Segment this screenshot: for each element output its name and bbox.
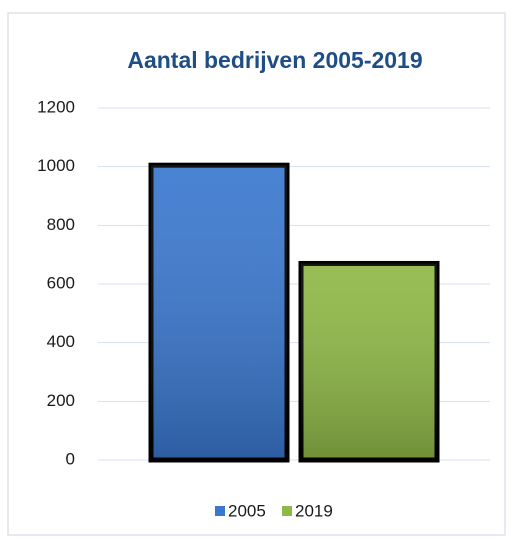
y-tick-label: 1000 xyxy=(37,156,75,175)
legend-swatch xyxy=(282,506,292,516)
bar-shade xyxy=(151,165,287,460)
y-tick-label: 600 xyxy=(47,273,75,292)
y-tick-label: 0 xyxy=(66,449,75,468)
y-tick-label: 400 xyxy=(47,332,75,351)
bar-shade xyxy=(301,263,437,460)
y-tick-label: 800 xyxy=(47,215,75,234)
y-tick-label: 200 xyxy=(47,391,75,410)
y-tick-label: 1200 xyxy=(37,97,75,116)
legend-label: 2005 xyxy=(228,501,266,520)
chart-title: Aantal bedrijven 2005-2019 xyxy=(127,47,422,73)
legend-swatch xyxy=(215,506,225,516)
legend-label: 2019 xyxy=(295,501,333,520)
